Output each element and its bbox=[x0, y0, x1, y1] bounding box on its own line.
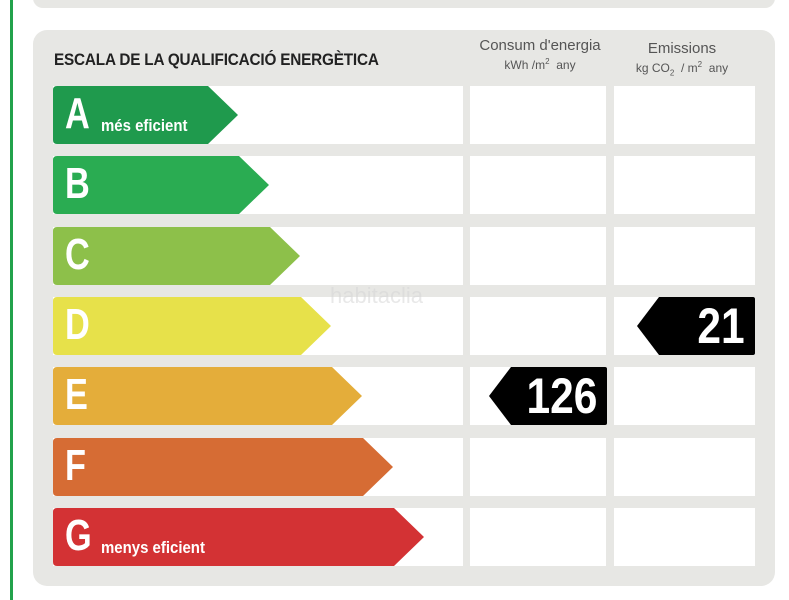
emissions-cell-a bbox=[614, 86, 755, 144]
emissions-header-title: Emissions bbox=[647, 40, 717, 57]
emissions-badge: 21 bbox=[637, 297, 755, 355]
emissions-header: Emissions kg CO2 / m2 any bbox=[612, 40, 752, 77]
class-letter: F bbox=[65, 441, 86, 490]
class-letter: G bbox=[65, 511, 92, 560]
class-label: més eficient bbox=[101, 116, 188, 135]
consumption-header: Consum d'energia kWh /m2 any bbox=[470, 37, 610, 72]
emissions-cell-c bbox=[614, 227, 755, 285]
consumption-cell-f bbox=[470, 438, 606, 496]
class-bar-d: D bbox=[53, 297, 331, 355]
consumption-cell-d bbox=[470, 297, 606, 355]
class-letter: E bbox=[65, 370, 88, 419]
class-letter: A bbox=[65, 89, 90, 138]
class-bar-e: E bbox=[53, 367, 362, 425]
consumption-header-unit: kWh /m2 any bbox=[504, 57, 576, 72]
emissions-cell-b bbox=[614, 156, 755, 214]
left-border bbox=[10, 0, 13, 600]
emissions-header-unit: kg CO2 / m2 any bbox=[635, 60, 729, 78]
chart-title: ESCALA DE LA QUALIFICACIÓ ENERGÈTICA bbox=[54, 50, 379, 69]
consumption-cell-b bbox=[470, 156, 606, 214]
consumption-badge-value: 126 bbox=[526, 368, 597, 424]
consumption-cell-a bbox=[470, 86, 606, 144]
class-bar-f: F bbox=[53, 438, 393, 496]
consumption-badge: 126 bbox=[489, 367, 607, 425]
top-panel bbox=[33, 0, 775, 8]
consumption-header-title: Consum d'energia bbox=[479, 37, 601, 54]
class-bar-c: C bbox=[53, 227, 300, 285]
watermark: habitaclia bbox=[330, 283, 423, 308]
consumption-cell-g bbox=[470, 508, 606, 566]
emissions-cell-e bbox=[614, 367, 755, 425]
class-label: menys eficient bbox=[101, 538, 205, 557]
class-letter: C bbox=[65, 230, 90, 279]
class-bar-b: B bbox=[53, 156, 269, 214]
consumption-cell-c bbox=[470, 227, 606, 285]
emissions-cell-g bbox=[614, 508, 755, 566]
emissions-badge-value: 21 bbox=[697, 298, 745, 354]
class-letter: B bbox=[65, 159, 90, 208]
emissions-cell-f bbox=[614, 438, 755, 496]
class-letter: D bbox=[65, 300, 90, 349]
